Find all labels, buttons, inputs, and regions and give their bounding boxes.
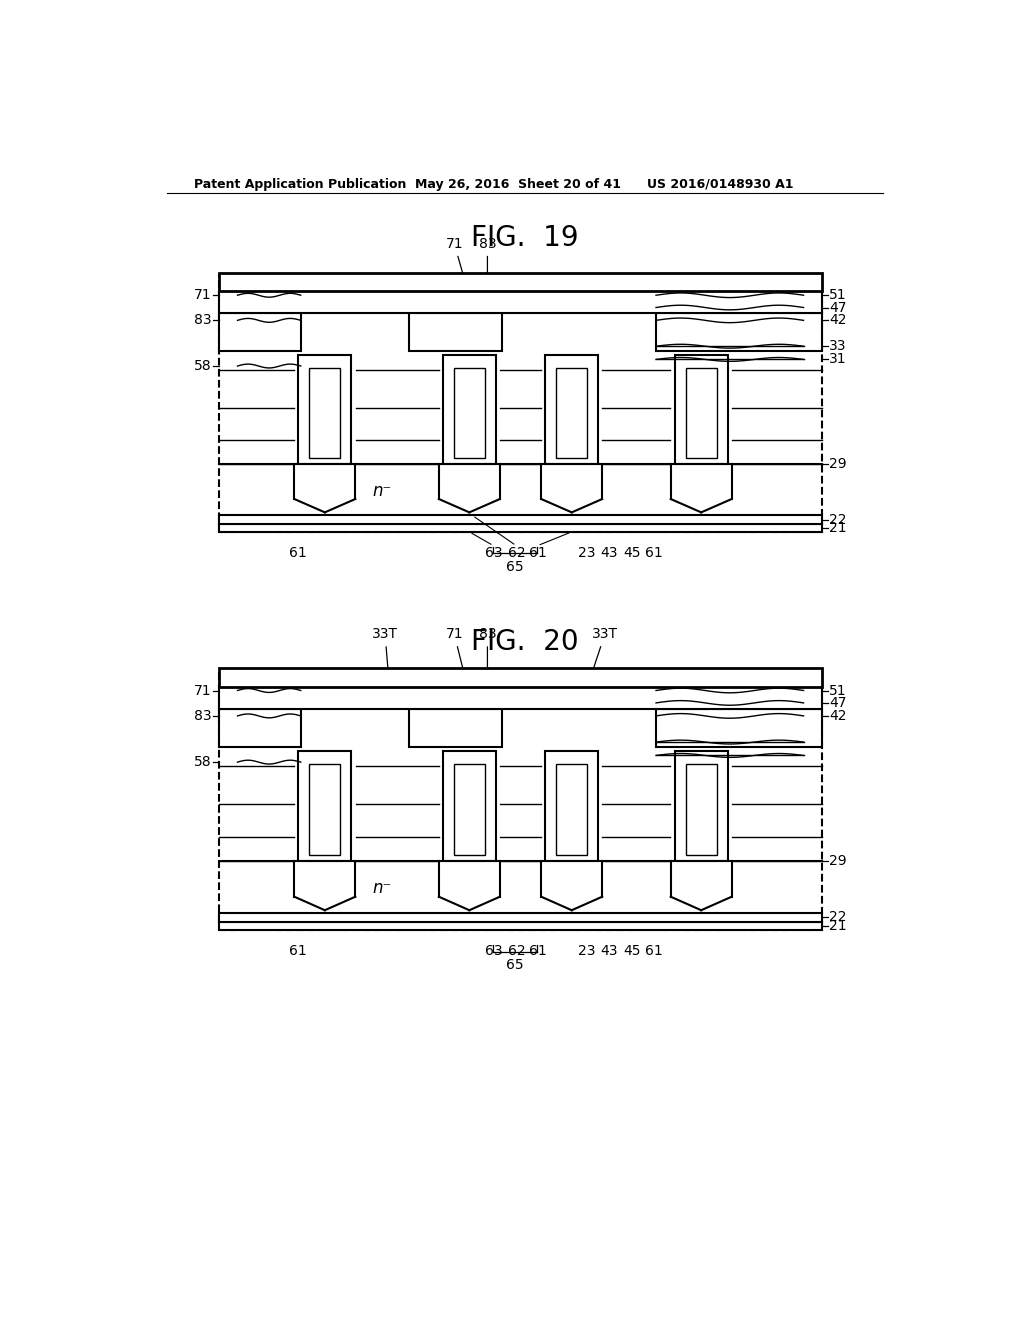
- Bar: [219, 686, 821, 709]
- Text: 45: 45: [624, 545, 641, 560]
- Text: 71: 71: [195, 684, 212, 697]
- Text: 61: 61: [645, 944, 664, 958]
- Text: 33T: 33T: [372, 627, 398, 668]
- Text: 21: 21: [829, 919, 847, 933]
- Text: 61: 61: [528, 545, 546, 560]
- Text: 63: 63: [484, 545, 502, 560]
- Text: 23: 23: [578, 545, 596, 560]
- Bar: [686, 368, 717, 458]
- Bar: [219, 671, 821, 929]
- Text: 71: 71: [445, 627, 463, 668]
- Text: 42: 42: [829, 313, 847, 327]
- Text: 51: 51: [829, 684, 847, 697]
- Bar: [675, 751, 728, 862]
- Bar: [656, 709, 821, 747]
- Bar: [298, 751, 351, 862]
- Text: 61: 61: [645, 545, 664, 560]
- Text: FIG.  20: FIG. 20: [471, 628, 579, 656]
- Text: 22: 22: [829, 512, 847, 527]
- Text: 43: 43: [600, 944, 617, 958]
- Bar: [545, 751, 598, 862]
- Bar: [219, 709, 301, 747]
- Text: 29: 29: [829, 854, 847, 869]
- Text: 65: 65: [506, 958, 523, 972]
- Bar: [298, 355, 351, 465]
- Bar: [219, 921, 821, 929]
- Text: 71: 71: [445, 236, 463, 273]
- Bar: [656, 313, 821, 351]
- Text: 83: 83: [478, 236, 497, 273]
- Bar: [309, 368, 340, 458]
- Text: 22: 22: [829, 911, 847, 924]
- Bar: [219, 668, 821, 686]
- Text: 45: 45: [624, 944, 641, 958]
- Text: 61: 61: [528, 944, 546, 958]
- Bar: [410, 313, 503, 351]
- Bar: [675, 355, 728, 465]
- Text: n⁻: n⁻: [373, 482, 391, 500]
- Bar: [219, 292, 821, 313]
- Bar: [556, 368, 587, 458]
- Bar: [556, 764, 587, 855]
- Bar: [442, 355, 496, 465]
- Text: 31: 31: [829, 352, 847, 367]
- Bar: [219, 276, 821, 532]
- Bar: [219, 273, 821, 292]
- Text: Patent Application Publication: Patent Application Publication: [194, 178, 407, 190]
- Text: 83: 83: [478, 627, 497, 668]
- Bar: [219, 515, 821, 524]
- Text: 51: 51: [829, 288, 847, 302]
- Bar: [219, 913, 821, 921]
- Text: 47: 47: [829, 696, 847, 710]
- Text: 62: 62: [508, 545, 525, 560]
- Bar: [219, 524, 821, 532]
- Bar: [219, 313, 301, 351]
- Bar: [442, 751, 496, 862]
- Text: 61: 61: [289, 944, 306, 958]
- Text: 71: 71: [195, 288, 212, 302]
- Text: 29: 29: [829, 457, 847, 471]
- Text: 83: 83: [195, 313, 212, 327]
- Bar: [545, 355, 598, 465]
- Text: 33T: 33T: [592, 627, 617, 668]
- Text: 61: 61: [289, 545, 306, 560]
- Text: FIG.  19: FIG. 19: [471, 224, 579, 252]
- Text: 62: 62: [508, 944, 525, 958]
- Text: 42: 42: [829, 709, 847, 723]
- Bar: [454, 764, 484, 855]
- Text: 21: 21: [829, 521, 847, 535]
- Bar: [309, 764, 340, 855]
- Bar: [686, 764, 717, 855]
- Text: 33: 33: [829, 339, 847, 354]
- Text: 43: 43: [600, 545, 617, 560]
- Text: 63: 63: [484, 944, 502, 958]
- Text: n⁻: n⁻: [373, 879, 391, 898]
- Bar: [410, 709, 503, 747]
- Bar: [454, 368, 484, 458]
- Text: 65: 65: [506, 560, 523, 574]
- Text: 83: 83: [195, 709, 212, 723]
- Text: May 26, 2016  Sheet 20 of 41: May 26, 2016 Sheet 20 of 41: [415, 178, 621, 190]
- Text: 58: 58: [195, 755, 212, 770]
- Text: 58: 58: [195, 359, 212, 374]
- Text: 47: 47: [829, 301, 847, 314]
- Text: US 2016/0148930 A1: US 2016/0148930 A1: [647, 178, 794, 190]
- Text: 23: 23: [578, 944, 596, 958]
